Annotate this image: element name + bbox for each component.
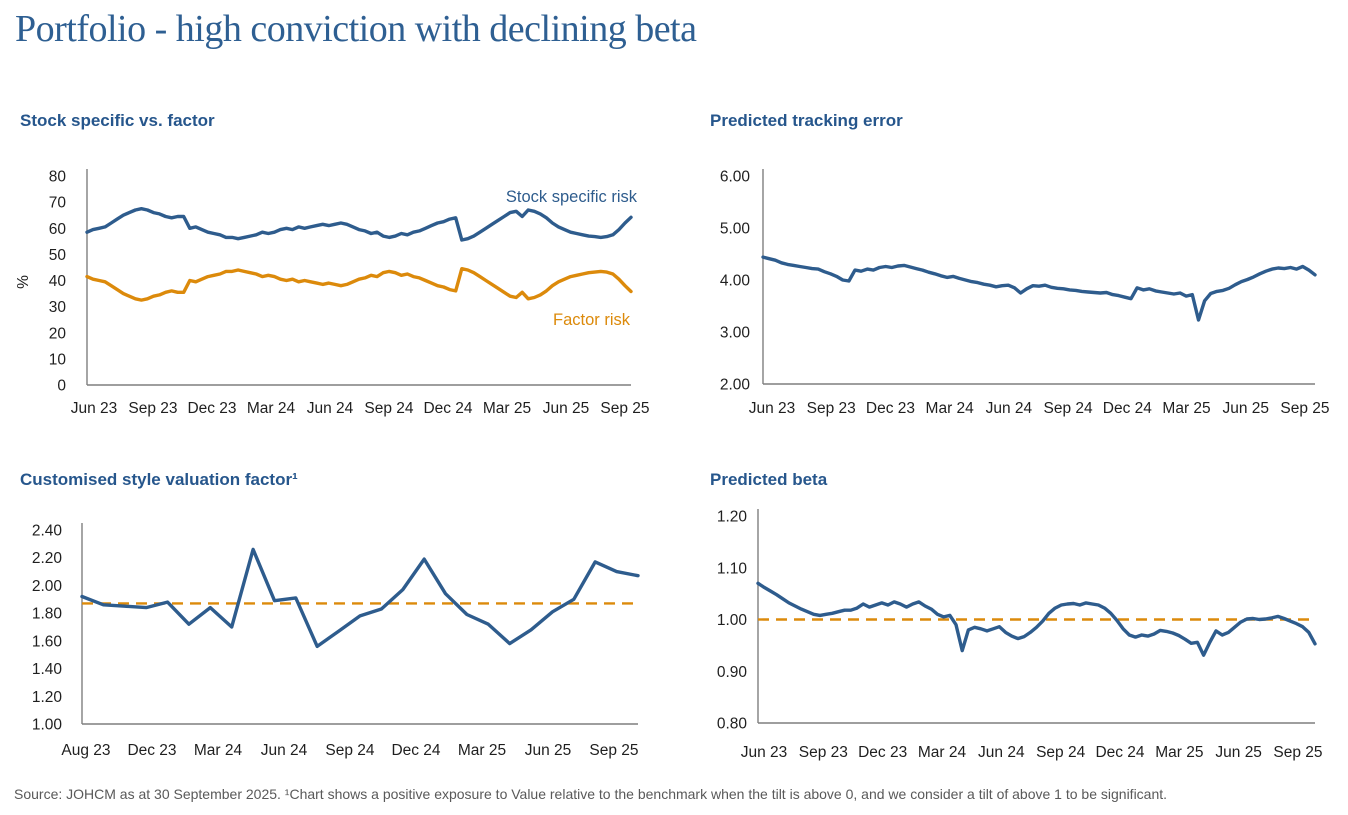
y-axis-title: % bbox=[15, 275, 32, 289]
x-tick-label: Jun 25 bbox=[525, 742, 572, 759]
x-tick-label: Mar 25 bbox=[1155, 744, 1203, 761]
chart-heading-stock-specific-vs-factor: Stock specific vs. factor bbox=[20, 111, 215, 130]
stock-specific-vs-factor-chart: 0 10 20 30 40 50 60 70 80 Jun 23 Sep 23 Dec 23 Mar 2… bbox=[15, 169, 650, 418]
y-tick-label: 1.10 bbox=[717, 560, 748, 577]
series-line-predicted-beta bbox=[756, 581, 1317, 657]
y-tick-label: 1.80 bbox=[32, 606, 63, 623]
x-tick-label: Mar 24 bbox=[926, 400, 975, 417]
y-tick-label: 1.00 bbox=[717, 612, 748, 629]
y-tick-label: 40 bbox=[49, 273, 67, 290]
series-line-predicted-tracking-error bbox=[761, 255, 1317, 322]
x-tick-label: Jun 23 bbox=[741, 744, 788, 761]
x-tick-label: Jun 24 bbox=[261, 742, 308, 759]
series-label: Stock specific risk bbox=[506, 188, 638, 206]
x-tick-label: Dec 24 bbox=[391, 742, 440, 759]
chart-heading-predicted-beta: Predicted beta bbox=[710, 470, 828, 489]
y-tick-label: 2.40 bbox=[32, 523, 63, 540]
x-tick-label: Sep 25 bbox=[1280, 400, 1329, 417]
x-tick-label: Mar 24 bbox=[918, 744, 967, 761]
y-tick-label: 1.20 bbox=[717, 509, 748, 526]
y-tick-label: 10 bbox=[49, 351, 67, 368]
x-tick-label: Mar 25 bbox=[483, 400, 531, 417]
y-tick-label: 6.00 bbox=[720, 169, 751, 186]
y-tick-label: 1.00 bbox=[32, 717, 63, 734]
source-footnote: Source: JOHCM as at 30 September 2025. ¹… bbox=[14, 786, 1168, 802]
y-tick-label: 2.00 bbox=[32, 578, 63, 595]
x-tick-label: Dec 23 bbox=[187, 400, 236, 417]
x-tick-label: Sep 25 bbox=[600, 400, 649, 417]
predicted-tracking-error-chart: 2.00 3.00 4.00 5.00 6.00 Jun 23 Sep 23 Dec 23 Ma… bbox=[720, 169, 1330, 418]
x-tick-label: Sep 23 bbox=[128, 400, 177, 417]
x-tick-label: Dec 23 bbox=[127, 742, 176, 759]
y-tick-label: 1.60 bbox=[32, 633, 63, 650]
y-tick-label: 60 bbox=[49, 221, 67, 238]
y-tick-label: 30 bbox=[49, 299, 67, 316]
series-line-factor-risk bbox=[85, 266, 633, 302]
chart-heading-customised-style-valuation-factor: Customised style valuation factor¹ bbox=[20, 470, 298, 489]
y-tick-label: 1.20 bbox=[32, 689, 63, 706]
x-tick-label: Dec 24 bbox=[423, 400, 472, 417]
x-tick-label: Sep 24 bbox=[1044, 400, 1094, 417]
x-tick-label: Dec 23 bbox=[866, 400, 915, 417]
x-tick-label: Sep 23 bbox=[807, 400, 856, 417]
page-title: Portfolio - high conviction with declini… bbox=[15, 8, 697, 50]
x-tick-label: Sep 23 bbox=[799, 744, 848, 761]
x-tick-label: Aug 23 bbox=[61, 742, 110, 759]
x-tick-label: Jun 25 bbox=[543, 400, 590, 417]
chart-heading-predicted-tracking-error: Predicted tracking error bbox=[710, 111, 903, 130]
x-tick-label: Mar 25 bbox=[1162, 400, 1210, 417]
x-tick-label: Jun 25 bbox=[1223, 400, 1270, 417]
x-tick-label: Sep 25 bbox=[1273, 744, 1322, 761]
x-tick-label: Jun 23 bbox=[71, 400, 118, 417]
y-tick-label: 4.00 bbox=[720, 273, 751, 290]
y-tick-label: 3.00 bbox=[720, 325, 751, 342]
y-tick-label: 80 bbox=[49, 169, 67, 186]
x-tick-label: Sep 24 bbox=[1036, 744, 1086, 761]
y-tick-label: 0.80 bbox=[717, 716, 748, 733]
x-tick-label: Mar 24 bbox=[247, 400, 296, 417]
x-tick-label: Mar 25 bbox=[458, 742, 506, 759]
y-tick-label: 0.90 bbox=[717, 664, 748, 681]
y-tick-label: 0 bbox=[57, 378, 66, 395]
y-tick-label: 20 bbox=[49, 325, 67, 342]
y-tick-label: 70 bbox=[49, 195, 67, 212]
x-tick-label: Jun 25 bbox=[1215, 744, 1262, 761]
x-tick-label: Sep 24 bbox=[364, 400, 414, 417]
series-label: Factor risk bbox=[553, 311, 631, 329]
y-tick-label: 5.00 bbox=[720, 221, 751, 238]
predicted-beta-chart: 0.80 0.90 1.00 1.10 1.20 Jun 23 Sep 23 Dec 23 Ma… bbox=[717, 509, 1323, 762]
x-tick-label: Jun 24 bbox=[986, 400, 1033, 417]
customised-style-valuation-factor-chart: 1.00 1.20 1.40 1.60 1.80 2.00 2.20 2.40 Aug 23 De… bbox=[32, 523, 640, 759]
series-line-customised-style-valuation-factor bbox=[80, 547, 640, 649]
y-tick-label: 50 bbox=[49, 247, 67, 264]
x-tick-label: Sep 24 bbox=[325, 742, 375, 759]
y-tick-label: 2.00 bbox=[720, 377, 751, 394]
x-tick-label: Dec 23 bbox=[858, 744, 907, 761]
series-line-stock-specific-risk bbox=[85, 207, 633, 242]
x-tick-label: Mar 24 bbox=[194, 742, 243, 759]
y-tick-label: 2.20 bbox=[32, 550, 63, 567]
x-tick-label: Sep 25 bbox=[589, 742, 638, 759]
x-tick-label: Jun 23 bbox=[749, 400, 796, 417]
y-tick-label: 1.40 bbox=[32, 661, 63, 678]
x-tick-label: Dec 24 bbox=[1103, 400, 1152, 417]
x-tick-label: Dec 24 bbox=[1095, 744, 1144, 761]
x-tick-label: Jun 24 bbox=[978, 744, 1025, 761]
x-tick-label: Jun 24 bbox=[307, 400, 354, 417]
